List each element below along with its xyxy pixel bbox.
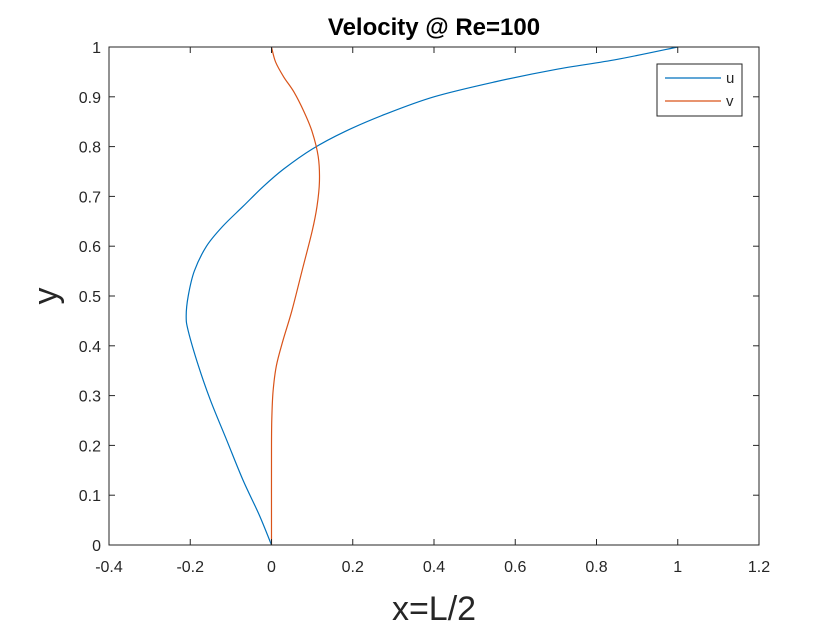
y-tick-label: 0.7: [79, 189, 101, 206]
y-tick-label: 0.9: [79, 90, 101, 107]
y-tick-label: 1: [92, 40, 101, 57]
y-tick-label: 0.5: [79, 289, 101, 306]
y-tick-label: 0.6: [79, 239, 101, 256]
y-tick-label: 0.4: [79, 339, 101, 356]
y-tick-label: 0.8: [79, 140, 101, 157]
x-tick-label: 0.8: [585, 559, 607, 576]
x-tick-label: -0.4: [95, 559, 123, 576]
plot-area: [109, 47, 759, 545]
x-tick-label: 1: [673, 559, 682, 576]
y-tick-label: 0.3: [79, 389, 101, 406]
series-layer: [185, 46, 678, 546]
x-tick-label: 0.4: [423, 559, 445, 576]
y-tick-label: 0.2: [79, 438, 101, 455]
series-line-u: [185, 46, 678, 546]
legend: uv: [656, 63, 743, 117]
y-tick-label: 0: [92, 538, 101, 555]
ticks-layer: -0.4 -0.2 0 0.2 0.4 0.6 0.8 1 1.2 0 0.1 0.2 0.3 0.4 0.…: [79, 40, 770, 576]
legend-label-u: u: [726, 70, 734, 87]
chart-title: Velocity @ Re=100: [328, 14, 540, 41]
x-tick-label: 0: [267, 559, 276, 576]
x-tick-label: 1.2: [748, 559, 770, 576]
x-tick-label: 0.2: [342, 559, 364, 576]
series-line-v: [270, 46, 321, 546]
x-tick-label: -0.2: [176, 559, 204, 576]
y-tick-label: 0.1: [79, 488, 101, 505]
x-tick-label: 0.6: [504, 559, 526, 576]
legend-box: [656, 63, 743, 117]
y-axis-label: y: [27, 288, 65, 305]
legend-label-v: v: [726, 93, 734, 110]
x-axis-label: x=L/2: [392, 590, 476, 628]
